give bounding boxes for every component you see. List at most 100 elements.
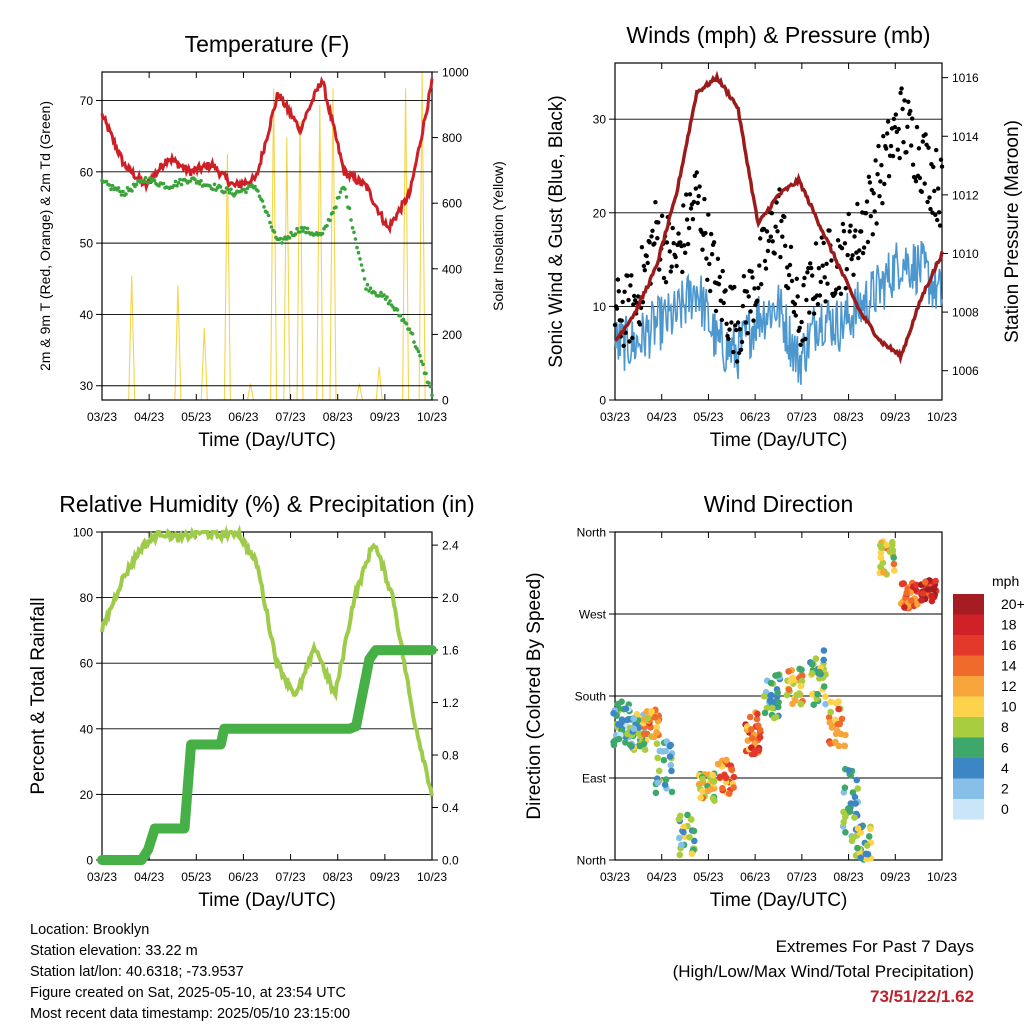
gust-point	[888, 143, 894, 149]
gust-point	[838, 291, 844, 296]
direction-point	[648, 708, 655, 715]
direction-point	[643, 708, 651, 715]
direction-point	[814, 690, 821, 698]
gust-point	[851, 272, 856, 277]
direction-point	[842, 813, 849, 821]
gust-point	[768, 234, 773, 239]
direction-point	[618, 698, 625, 705]
gust-point	[875, 172, 880, 177]
legend-label: 8	[1001, 719, 1009, 735]
dewpoint-point	[305, 226, 310, 231]
gust-point	[788, 244, 794, 250]
station-info: Location: Brooklyn Station elevation: 33…	[30, 920, 350, 1025]
gust-point	[740, 303, 746, 309]
direction-point	[826, 719, 833, 726]
direction-point	[865, 833, 873, 840]
gust-point	[910, 162, 916, 167]
y2-tick-label: 1006	[952, 364, 979, 378]
direction-point	[627, 741, 634, 749]
dewpoint-point	[302, 226, 307, 230]
dewpoint-point	[278, 236, 283, 241]
dewpoint-point	[410, 332, 415, 336]
gust-point	[833, 290, 838, 296]
gust-point	[615, 277, 621, 282]
info-elevation: Station elevation: 33.22 m	[30, 943, 198, 959]
gust-point	[635, 294, 641, 299]
dewpoint-point	[124, 192, 128, 196]
dewpoint-point	[176, 181, 181, 185]
dewpoint-point	[269, 225, 274, 229]
dewpoint-point	[365, 282, 370, 287]
y-axis-title: Direction (Colored By Speed)	[524, 572, 545, 819]
direction-point	[832, 738, 839, 746]
gust-point	[652, 241, 657, 246]
gust-point	[926, 145, 931, 150]
y-tick-label: 30	[80, 379, 94, 393]
y-tick-label: 0	[86, 854, 93, 868]
gust-point	[818, 279, 823, 285]
dewpoint-point	[388, 299, 392, 303]
y2-tick-label: 1014	[952, 130, 979, 144]
gust-point	[794, 276, 799, 281]
direction-point	[847, 800, 855, 807]
direction-point	[644, 714, 652, 722]
solar-insolation-spike	[128, 275, 136, 401]
gust-point	[892, 125, 898, 130]
gust-point	[732, 284, 737, 290]
direction-point	[678, 841, 685, 849]
direction-point	[676, 851, 684, 859]
direction-point	[754, 722, 762, 729]
dewpoint-point	[356, 250, 361, 255]
gust-point	[640, 300, 646, 305]
gust-point	[734, 327, 739, 333]
gust-point	[860, 250, 866, 256]
y-tick-label: 70	[80, 94, 94, 108]
dewpoint-point	[208, 184, 212, 188]
dewpoint-point	[337, 195, 341, 200]
info-created: Figure created on Sat, 2025-05-10, at 23…	[30, 985, 346, 1001]
direction-point	[775, 699, 782, 706]
y-tick-label: 20	[80, 788, 94, 802]
gust-point	[885, 119, 891, 124]
dewpoint-point	[350, 226, 355, 230]
direction-point	[845, 805, 852, 812]
gust-point	[868, 214, 873, 219]
gust-point	[857, 248, 862, 253]
direction-point	[617, 719, 625, 727]
solar-insolation-spike	[329, 88, 337, 401]
gust-point	[721, 300, 726, 306]
y-tick-label: 40	[80, 308, 94, 322]
y2-axis-title: Solar Insolation (Yellow)	[490, 161, 506, 311]
legend-swatch	[953, 635, 984, 656]
x-tick-label: 07/23	[787, 870, 817, 884]
gust-point	[616, 289, 621, 294]
direction-point	[919, 590, 927, 597]
gust-point	[874, 221, 879, 226]
direction-point	[667, 741, 674, 749]
y-axis-title: 2m & 9m T (Red, Orange) & 2m Td (Green)	[37, 101, 53, 371]
gust-point	[630, 335, 635, 341]
direction-point	[697, 794, 704, 801]
gust-point	[684, 192, 689, 197]
gust-point	[711, 240, 717, 245]
chart-title: Temperature (F)	[185, 31, 350, 57]
gust-point	[811, 311, 817, 316]
y2-tick-label: 1008	[952, 306, 979, 320]
gust-point	[717, 274, 722, 280]
gust-point	[655, 236, 660, 241]
gust-point	[684, 217, 690, 222]
gust-point	[787, 262, 793, 268]
x-tick-label: 10/23	[417, 410, 447, 424]
gust-point	[690, 217, 696, 222]
legend-label: 10	[1001, 699, 1017, 715]
direction-point	[928, 592, 935, 599]
direction-point	[932, 577, 939, 585]
gust-point	[668, 269, 673, 274]
y2-tick-label: 1010	[952, 247, 979, 261]
dewpoint-point	[331, 210, 335, 215]
gust-point	[861, 245, 867, 250]
gust-point	[691, 199, 697, 205]
gust-point	[626, 297, 631, 303]
x-tick-label: 04/23	[647, 870, 677, 884]
gust-point	[931, 164, 936, 170]
